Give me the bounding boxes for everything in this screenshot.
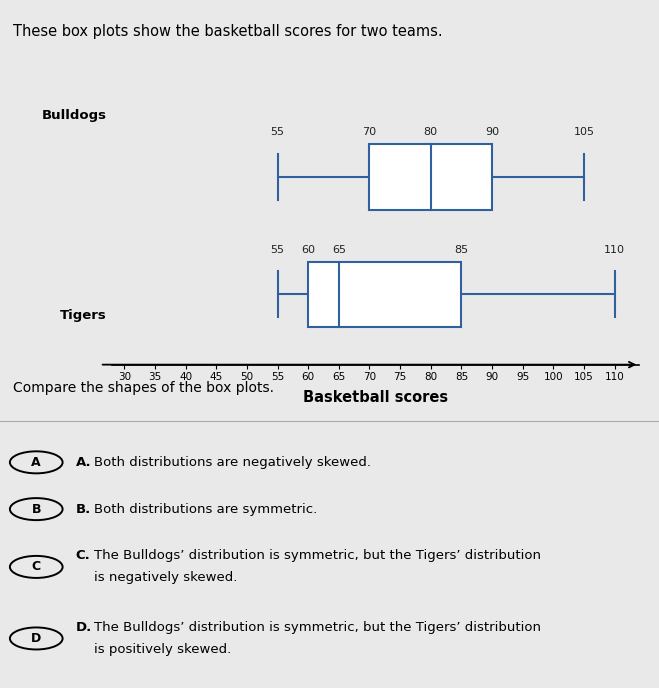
- X-axis label: Basketball scores: Basketball scores: [303, 390, 448, 405]
- Text: 80: 80: [424, 127, 438, 138]
- Text: D: D: [31, 632, 42, 645]
- Text: Both distributions are negatively skewed.: Both distributions are negatively skewed…: [94, 456, 371, 469]
- Text: The Bulldogs’ distribution is symmetric, but the Tigers’ distribution: The Bulldogs’ distribution is symmetric,…: [94, 621, 541, 634]
- Text: Bulldogs: Bulldogs: [42, 109, 107, 122]
- Text: The Bulldogs’ distribution is symmetric, but the Tigers’ distribution: The Bulldogs’ distribution is symmetric,…: [94, 550, 541, 562]
- Text: is negatively skewed.: is negatively skewed.: [94, 572, 238, 584]
- Text: Both distributions are symmetric.: Both distributions are symmetric.: [94, 503, 318, 515]
- Text: 85: 85: [455, 244, 469, 255]
- Text: B: B: [32, 503, 41, 515]
- Text: C.: C.: [76, 550, 90, 562]
- Text: 105: 105: [573, 127, 594, 138]
- Text: 60: 60: [301, 244, 315, 255]
- Text: 70: 70: [362, 127, 376, 138]
- Bar: [370, 144, 492, 210]
- Text: A: A: [32, 456, 41, 469]
- Text: 110: 110: [604, 244, 625, 255]
- Text: is positively skewed.: is positively skewed.: [94, 643, 231, 656]
- Text: 55: 55: [271, 127, 285, 138]
- Text: These box plots show the basketball scores for two teams.: These box plots show the basketball scor…: [13, 24, 443, 39]
- Text: Compare the shapes of the box plots.: Compare the shapes of the box plots.: [13, 381, 274, 395]
- Bar: [308, 261, 461, 327]
- Text: B.: B.: [76, 503, 91, 515]
- Text: C: C: [32, 561, 41, 573]
- Text: Tigers: Tigers: [60, 310, 107, 322]
- Text: 55: 55: [271, 244, 285, 255]
- Text: A.: A.: [76, 456, 92, 469]
- Text: D.: D.: [76, 621, 92, 634]
- Text: 65: 65: [332, 244, 346, 255]
- Text: 90: 90: [485, 127, 499, 138]
